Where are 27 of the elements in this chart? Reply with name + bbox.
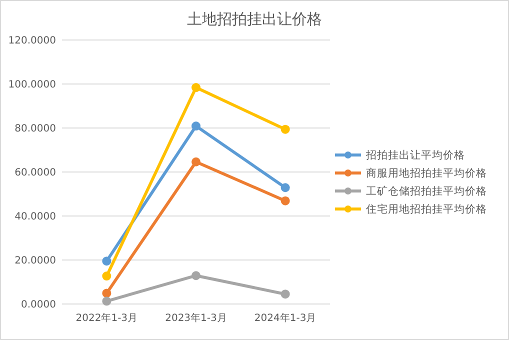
legend-label: 住宅用地招拍挂平均价格 bbox=[366, 202, 487, 216]
point bbox=[280, 196, 290, 206]
legend-label: 招拍挂出让平均价格 bbox=[365, 148, 465, 162]
point bbox=[192, 83, 200, 92]
y-tick-label: 100.0000 bbox=[8, 80, 56, 90]
point bbox=[102, 296, 112, 306]
point bbox=[192, 271, 200, 280]
x-tick-label: 2022年1-3月 bbox=[76, 312, 138, 324]
x-tick-label: 2024年1-3月 bbox=[254, 312, 316, 324]
point bbox=[280, 124, 290, 134]
y-tick-label: 40.0000 bbox=[14, 212, 56, 222]
y-tick-label: 60.0000 bbox=[14, 168, 56, 178]
y-tick-label: 20.0000 bbox=[14, 256, 56, 266]
y-tick-label: 80.0000 bbox=[14, 124, 56, 134]
point bbox=[280, 290, 290, 299]
x-tick-label: 2023年1-3月 bbox=[165, 312, 227, 324]
point bbox=[102, 256, 112, 266]
point bbox=[280, 183, 290, 192]
chart-title: 土地招拍挂出让价格 bbox=[187, 10, 322, 28]
y-tick-label: 120.0000 bbox=[8, 36, 56, 46]
legend-label: 商服用地招拍挂平均价格 bbox=[366, 166, 487, 180]
point bbox=[102, 272, 112, 281]
point bbox=[192, 157, 200, 166]
y-tick-label: 0.0000 bbox=[21, 300, 56, 310]
legend-label: 工矿仓储招拍挂平均价格 bbox=[366, 184, 487, 198]
point bbox=[102, 288, 112, 298]
point bbox=[192, 122, 200, 131]
